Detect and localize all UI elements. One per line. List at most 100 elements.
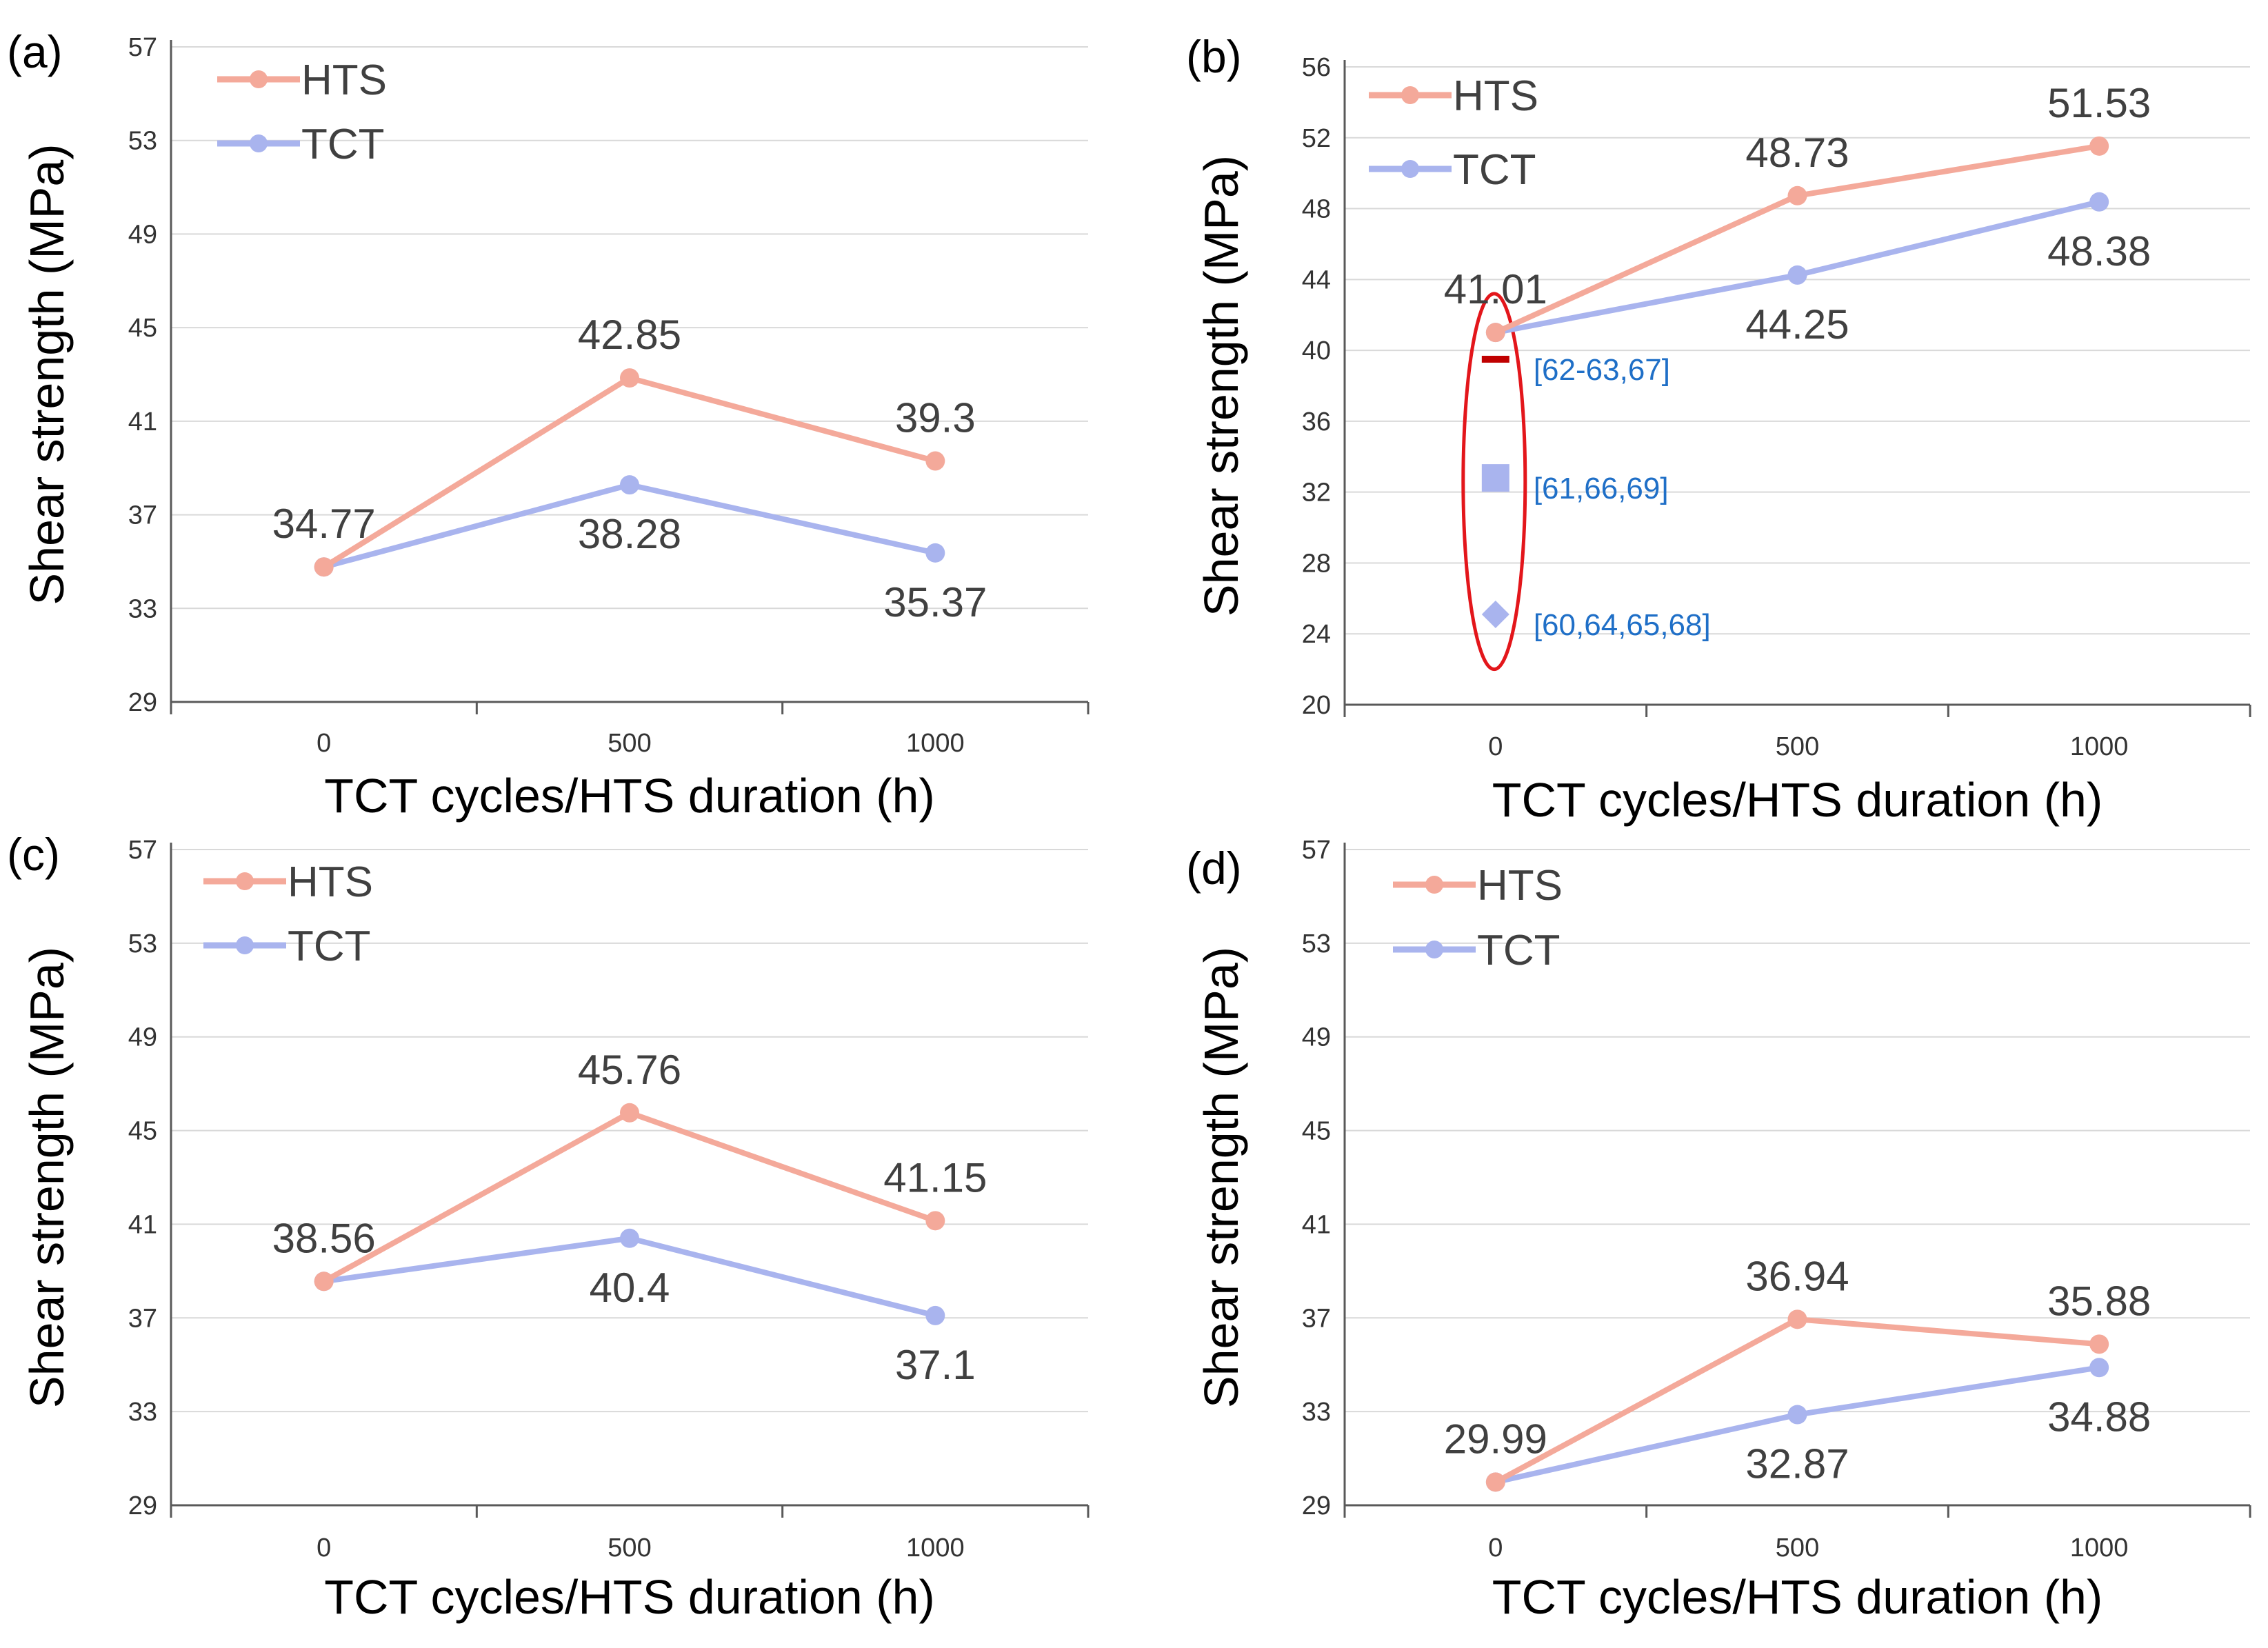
data-label-hts: 42.85 (578, 312, 681, 358)
data-point-hts (620, 368, 639, 388)
legend-marker-hts (1425, 876, 1443, 894)
data-point-hts (925, 451, 945, 471)
y-tick-label: 57 (128, 33, 157, 62)
y-axis-title: Shear strength (MPa) (1194, 155, 1248, 616)
x-tick-label: 500 (608, 729, 651, 758)
y-tick-label: 44 (1302, 265, 1331, 294)
y-tick-label: 45 (1302, 1117, 1331, 1146)
y-tick-label: 45 (128, 1117, 157, 1146)
y-tick-label: 49 (128, 220, 157, 249)
x-tick-label: 1000 (906, 1534, 965, 1562)
data-point-tct (1787, 1405, 1807, 1425)
ref-label: [60,64,65,68] (1534, 608, 1711, 642)
data-label-hts: 48.73 (1745, 130, 1849, 176)
data-label-hts: 45.76 (578, 1047, 681, 1093)
data-label-tct: 34.88 (2047, 1394, 2151, 1440)
legend-marker-tct (1401, 160, 1419, 178)
legend-label-tct: TCT (1453, 146, 1536, 194)
y-tick-label: 28 (1302, 549, 1331, 578)
data-label-tct: 32.87 (1745, 1441, 1849, 1487)
panel-c: 29 33 37 41 45 49 53 57 0 500 1000 TCT cycles/HTS d… (7, 829, 1090, 1624)
x-axis-title: TCT cycles/HTS duration (h) (1492, 1570, 2103, 1624)
y-tick-label: 41 (1302, 1210, 1331, 1239)
y-tick-label: 49 (128, 1023, 157, 1052)
data-point-hts (1787, 1309, 1807, 1329)
data-label-tct: 40.4 (590, 1265, 670, 1311)
y-tick-label: 33 (128, 1398, 157, 1427)
y-tick-label: 40 (1302, 336, 1331, 365)
y-tick-label: 57 (128, 836, 157, 865)
legend-marker-tct (236, 936, 254, 954)
ref-label: [62-63,67] (1534, 353, 1670, 387)
panel-label: (b) (1186, 31, 1242, 82)
x-tick-label: 1000 (2070, 732, 2129, 761)
x-tick-label: 500 (608, 1534, 651, 1562)
x-tick-label: 0 (1488, 732, 1503, 761)
x-tick-label: 1000 (906, 729, 965, 758)
legend-marker-hts (236, 872, 254, 890)
panel-d: 29 33 37 41 45 49 53 57 0 500 1000 TCT cycles/HTS d… (1186, 836, 2251, 1624)
y-tick-label: 53 (1302, 929, 1331, 958)
ref-marker-diamond (1481, 600, 1509, 628)
panel-b: 20 24 28 32 36 40 44 48 52 56 0 500 1000 TCT cycles/H… (1186, 31, 2251, 827)
data-label-tct: 37.1 (895, 1342, 976, 1388)
data-label-tct: 35.37 (883, 579, 987, 625)
data-point-tct (620, 475, 639, 495)
legend-marker-tct (1425, 941, 1443, 958)
data-point-hts (925, 1211, 945, 1231)
y-axis-title: Shear strength (MPa) (1194, 947, 1248, 1408)
data-label-tct: 48.38 (2047, 228, 2151, 274)
data-label-hts: 36.94 (1745, 1253, 1849, 1299)
x-axis-title: TCT cycles/HTS duration (h) (324, 1570, 935, 1624)
y-tick-label: 53 (128, 127, 157, 156)
data-point-hts (314, 557, 334, 577)
data-point-hts (2089, 136, 2109, 156)
y-tick-label: 48 (1302, 195, 1331, 224)
y-tick-label: 24 (1302, 620, 1331, 649)
x-tick-label: 0 (1488, 1534, 1503, 1562)
y-tick-label: 37 (128, 501, 157, 530)
ref-marker-dash (1481, 355, 1509, 363)
highlight-ellipse (1461, 292, 1527, 672)
data-point-hts (1485, 323, 1505, 343)
x-tick-label: 0 (317, 729, 331, 758)
y-axis-title: Shear strength (MPa) (20, 143, 74, 605)
data-point-hts (1787, 185, 1807, 205)
legend-label-hts: HTS (1453, 72, 1538, 120)
y-tick-label: 37 (128, 1304, 157, 1333)
panel-a: 29 33 37 41 45 49 53 57 0 500 1000 TCT cycles/HTS d… (7, 26, 1090, 823)
x-tick-label: 500 (1776, 732, 1819, 761)
data-label-hts: 39.3 (895, 395, 976, 441)
y-tick-label: 57 (1302, 836, 1331, 865)
y-tick-label: 29 (128, 688, 157, 717)
y-tick-label: 45 (128, 314, 157, 343)
data-point-tct (925, 543, 945, 563)
x-axis-title: TCT cycles/HTS duration (h) (1492, 773, 2103, 827)
legend-label-tct: TCT (1477, 927, 1560, 974)
y-tick-label: 53 (128, 929, 157, 958)
ref-marker-square (1481, 464, 1509, 492)
y-tick-label: 29 (128, 1491, 157, 1520)
data-label-hts: 34.77 (272, 501, 376, 547)
legend-label-tct: TCT (301, 121, 385, 168)
data-label-tct: 44.25 (1745, 301, 1849, 348)
data-point-tct (2089, 192, 2109, 212)
panel-label: (c) (7, 829, 60, 880)
series-line-hts (322, 1109, 936, 1284)
data-point-tct (1787, 265, 1807, 285)
x-tick-label: 1000 (2070, 1534, 2129, 1562)
data-point-hts (1485, 1472, 1505, 1492)
y-tick-label: 41 (128, 408, 157, 436)
panel-label: (d) (1186, 843, 1242, 894)
y-tick-label: 33 (1302, 1398, 1331, 1427)
y-tick-label: 32 (1302, 479, 1331, 508)
y-tick-label: 37 (1302, 1304, 1331, 1333)
legend-label-hts: HTS (301, 57, 387, 104)
data-label-tct: 38.28 (578, 511, 681, 557)
y-tick-label: 33 (128, 594, 157, 623)
data-label-hts: 35.88 (2047, 1278, 2151, 1324)
data-label-hts: 51.53 (2047, 80, 2151, 126)
data-point-tct (2089, 1358, 2109, 1378)
x-axis-title: TCT cycles/HTS duration (h) (324, 769, 935, 823)
